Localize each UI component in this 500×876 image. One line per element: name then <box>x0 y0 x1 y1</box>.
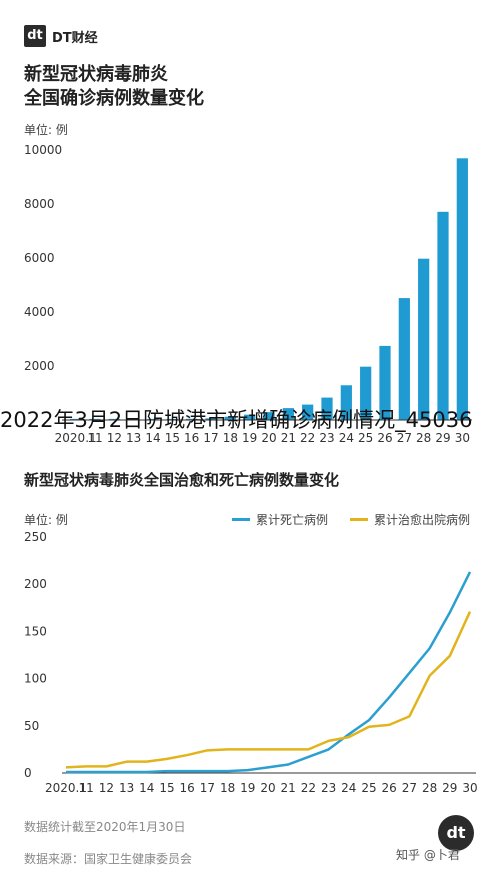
x-tick-label: 18 <box>223 431 238 445</box>
footnote-source: 数据来源：国家卫生健康委员会 <box>24 852 193 866</box>
bar-23 <box>321 397 333 420</box>
x-tick-label: 11 <box>79 781 94 795</box>
x-tick-label: 26 <box>382 781 397 795</box>
series-line-death <box>66 571 472 774</box>
bar-11 <box>89 418 101 420</box>
x-tick-label: 24 <box>339 431 354 445</box>
x-tick-label: 30 <box>462 781 477 795</box>
bar-28 <box>418 258 430 420</box>
bar-29 <box>437 211 449 420</box>
y-tick-label: 8000 <box>24 197 55 211</box>
legend-swatch-recovered <box>350 518 368 521</box>
bottom-brand-icon: dt <box>438 815 474 851</box>
x-tick-label: 14 <box>145 431 160 445</box>
y-tick-label: 200 <box>24 577 47 591</box>
bar-20 <box>263 412 275 420</box>
x-tick-label: 17 <box>200 781 215 795</box>
y-tick-label: 0 <box>24 766 32 780</box>
x-tick-label: 11 <box>87 431 102 445</box>
bar-21 <box>282 408 294 420</box>
x-tick-label: 15 <box>159 781 174 795</box>
x-tick-label: 26 <box>377 431 392 445</box>
x-tick-label: 24 <box>341 781 356 795</box>
y-tick-label: 150 <box>24 624 47 638</box>
x-tick-label: 22 <box>300 431 315 445</box>
chart2-unit-label: 单位: 例 <box>24 513 68 527</box>
x-tick-label: 19 <box>240 781 255 795</box>
x-tick-label: 21 <box>281 781 296 795</box>
bar-19 <box>244 414 256 420</box>
x-tick-label: 22 <box>301 781 316 795</box>
x-tick-label: 2020.1 <box>55 431 97 445</box>
x-tick-label: 29 <box>442 781 457 795</box>
x-tick-label: 20 <box>260 781 275 795</box>
x-tick-label: 14 <box>139 781 154 795</box>
y-tick-label: 250 <box>24 530 47 544</box>
bar-30 <box>456 158 468 421</box>
series-line-recovered <box>65 611 472 769</box>
footnote-cutoff: 数据统计截至2020年1月30日 <box>24 820 186 834</box>
bar-2020.1 <box>70 418 82 420</box>
x-tick-label: 23 <box>319 431 334 445</box>
x-tick-label: 13 <box>119 781 134 795</box>
x-tick-label: 16 <box>180 781 195 795</box>
x-tick-label: 17 <box>203 431 218 445</box>
x-tick-label: 2020.1 <box>45 781 87 795</box>
brand-logo: dt DT财经 <box>24 25 98 47</box>
chart1-title: 新型冠状病毒肺炎 全国确诊病例数量变化 <box>24 63 204 111</box>
bar-13 <box>128 418 140 420</box>
x-tick-label: 12 <box>107 431 122 445</box>
x-tick-label: 16 <box>184 431 199 445</box>
y-tick-label: 10000 <box>24 143 62 157</box>
bar-17 <box>205 418 217 420</box>
y-tick-label: 100 <box>24 672 47 686</box>
bar-14 <box>147 418 159 420</box>
bar-27 <box>398 298 410 420</box>
y-tick-label: 4000 <box>24 305 55 319</box>
bar-15 <box>166 418 178 420</box>
y-tick-label: 50 <box>24 719 39 733</box>
x-tick-label: 27 <box>402 781 417 795</box>
x-tick-label: 21 <box>281 431 296 445</box>
bar-25 <box>360 366 372 420</box>
bar-12 <box>108 418 120 420</box>
bar-22 <box>302 404 314 420</box>
x-tick-label: 13 <box>126 431 141 445</box>
x-tick-label: 25 <box>358 431 373 445</box>
legend-label-recovered: 累计治愈出院病例 <box>374 513 471 527</box>
chart2-title: 新型冠状病毒肺炎全国治愈和死亡病例数量变化 <box>24 471 340 489</box>
watermark-credit: 知乎 @卜君 <box>396 848 460 862</box>
x-tick-label: 28 <box>416 431 431 445</box>
brand-name: DT财经 <box>52 30 98 46</box>
chart1-title-line2: 全国确诊病例数量变化 <box>24 88 204 109</box>
page-overlay-title: 2022年3月2日防城港市新增确诊病例情况_45036 <box>0 408 473 432</box>
x-tick-label: 15 <box>165 431 180 445</box>
bar-18 <box>224 416 236 420</box>
legend-item-recovered: 累计治愈出院病例 <box>350 511 470 528</box>
chart1-title-line1: 新型冠状病毒肺炎 <box>24 64 168 85</box>
x-tick-label: 19 <box>242 431 257 445</box>
x-tick-label: 18 <box>220 781 235 795</box>
brand-mark-icon: dt <box>24 25 46 47</box>
bar-chart-confirmed: 2000 4000 6000 8000 10000 2020.111 12 13 14 15 16 1… <box>24 143 472 445</box>
y-tick-label: 6000 <box>24 251 55 265</box>
legend-label-death: 累计死亡病例 <box>256 513 329 527</box>
x-tick-label: 23 <box>321 781 336 795</box>
x-tick-label: 20 <box>261 431 276 445</box>
x-tick-label: 30 <box>455 431 470 445</box>
y-tick-label: 2000 <box>24 359 55 373</box>
legend-swatch-death <box>232 518 250 521</box>
bar-16 <box>186 418 198 420</box>
chart1-unit-label: 单位: 例 <box>24 123 68 137</box>
x-tick-label: 27 <box>397 431 412 445</box>
bar-26 <box>379 345 391 420</box>
x-tick-label: 29 <box>435 431 450 445</box>
bar-24 <box>340 385 352 420</box>
x-tick-label: 12 <box>99 781 114 795</box>
x-tick-label: 25 <box>361 781 376 795</box>
legend-item-death: 累计死亡病例 <box>232 511 328 528</box>
x-tick-label: 28 <box>422 781 437 795</box>
